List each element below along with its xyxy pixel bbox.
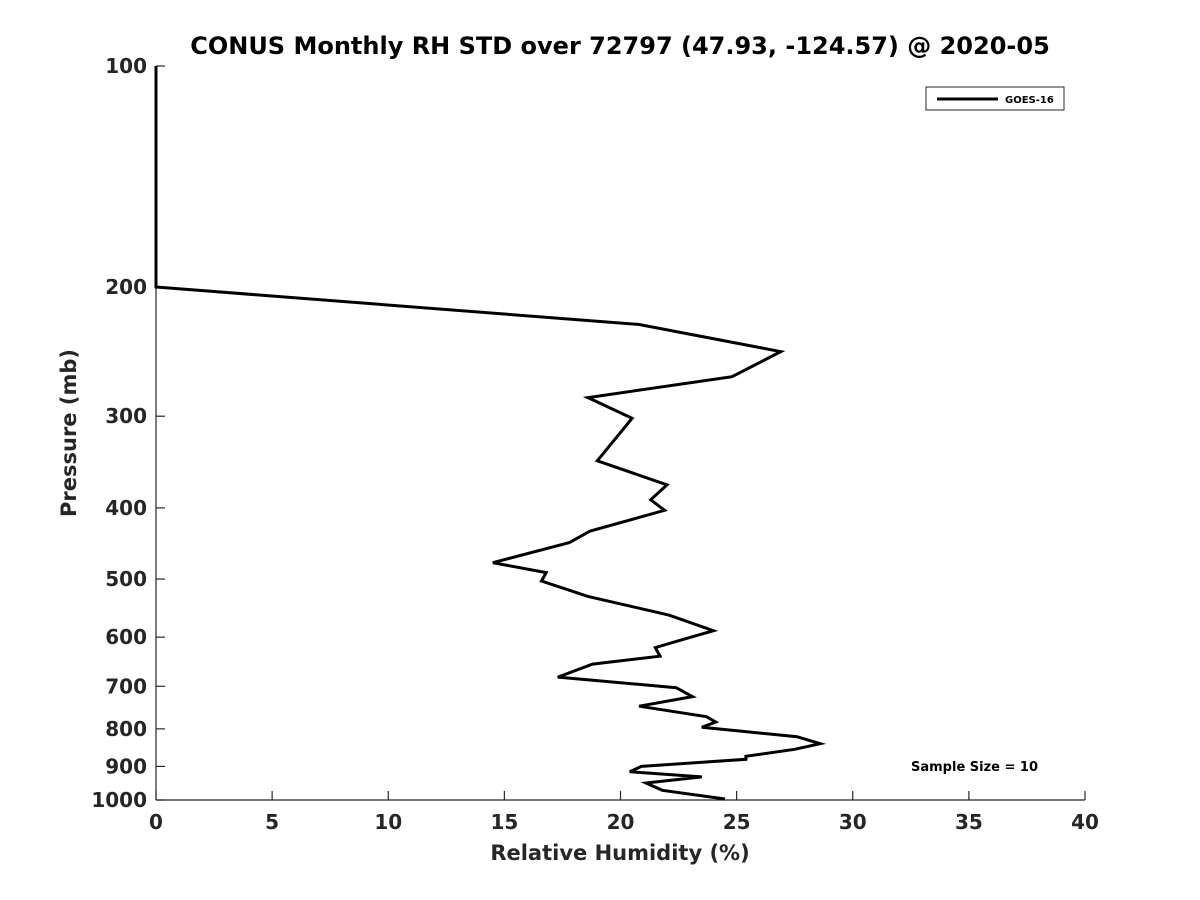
chart-title: CONUS Monthly RH STD over 72797 (47.93, … (190, 32, 1050, 60)
x-tick-label: 0 (149, 810, 163, 834)
x-tick-label: 20 (607, 810, 635, 834)
y-tick-label: 500 (105, 567, 147, 591)
x-tick-label: 5 (265, 810, 279, 834)
x-tick-label: 30 (839, 810, 867, 834)
legend-entry-goes-16: GOES-16 (1005, 95, 1054, 106)
x-tick-label: 10 (374, 810, 402, 834)
y-tick-label: 200 (105, 275, 147, 299)
x-ticks: 0 5 10 15 20 25 30 35 40 (149, 791, 1099, 834)
y-tick-label: 400 (105, 496, 147, 520)
x-tick-label: 15 (490, 810, 518, 834)
x-tick-label: 25 (723, 810, 751, 834)
legend: GOES-16 (925, 86, 1065, 111)
y-tick-label: 900 (105, 754, 147, 778)
series-line-goes-16 (154, 66, 827, 801)
y-tick-label: 800 (105, 717, 147, 741)
y-ticks: 100 200 300 400 500 600 700 800 900 1000 (91, 54, 165, 812)
y-tick-label: 100 (105, 54, 147, 78)
y-axis-label: Pressure (mb) (57, 349, 81, 517)
y-tick-label: 700 (105, 674, 147, 698)
sample-size-annotation: Sample Size = 10 (911, 760, 1038, 775)
x-axis-label: Relative Humidity (%) (490, 841, 749, 865)
y-tick-label: 1000 (91, 788, 147, 812)
x-tick-label: 40 (1071, 810, 1099, 834)
y-tick-label: 300 (105, 404, 147, 428)
x-tick-label: 35 (955, 810, 983, 834)
y-tick-label: 600 (105, 625, 147, 649)
